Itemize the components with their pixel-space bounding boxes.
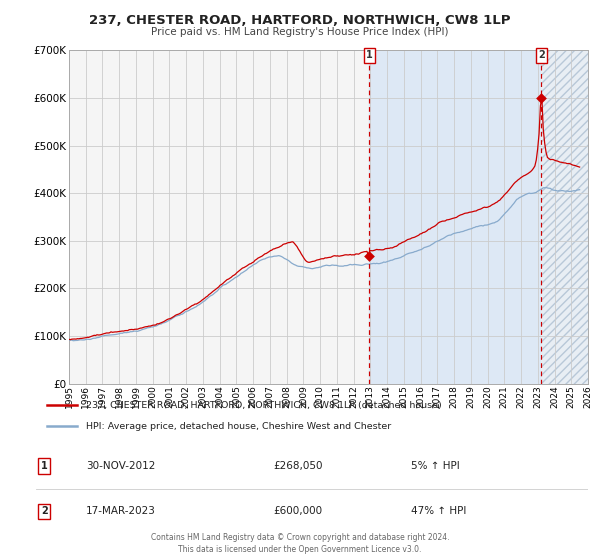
Bar — [369, 50, 541, 384]
Point — [536, 94, 546, 102]
Text: 1: 1 — [365, 50, 373, 60]
Text: 237, CHESTER ROAD, HARTFORD, NORTHWICH, CW8 1LP: 237, CHESTER ROAD, HARTFORD, NORTHWICH, … — [89, 14, 511, 27]
Text: 5% ↑ HPI: 5% ↑ HPI — [412, 461, 460, 471]
Text: £268,050: £268,050 — [274, 461, 323, 471]
Point — [364, 251, 374, 260]
Text: 1: 1 — [41, 461, 47, 471]
Text: 47% ↑ HPI: 47% ↑ HPI — [412, 506, 467, 516]
Text: 237, CHESTER ROAD, HARTFORD, NORTHWICH, CW8 1LP (detached house): 237, CHESTER ROAD, HARTFORD, NORTHWICH, … — [86, 401, 442, 410]
Text: 17-MAR-2023: 17-MAR-2023 — [86, 506, 155, 516]
Text: Price paid vs. HM Land Registry's House Price Index (HPI): Price paid vs. HM Land Registry's House … — [151, 27, 449, 37]
Bar — [541, 50, 588, 384]
Text: 2: 2 — [538, 50, 545, 60]
Text: 2: 2 — [41, 506, 47, 516]
Text: HPI: Average price, detached house, Cheshire West and Chester: HPI: Average price, detached house, Ches… — [86, 422, 391, 431]
Text: Contains HM Land Registry data © Crown copyright and database right 2024.
This d: Contains HM Land Registry data © Crown c… — [151, 533, 449, 554]
Text: £600,000: £600,000 — [274, 506, 322, 516]
Text: 30-NOV-2012: 30-NOV-2012 — [86, 461, 155, 471]
